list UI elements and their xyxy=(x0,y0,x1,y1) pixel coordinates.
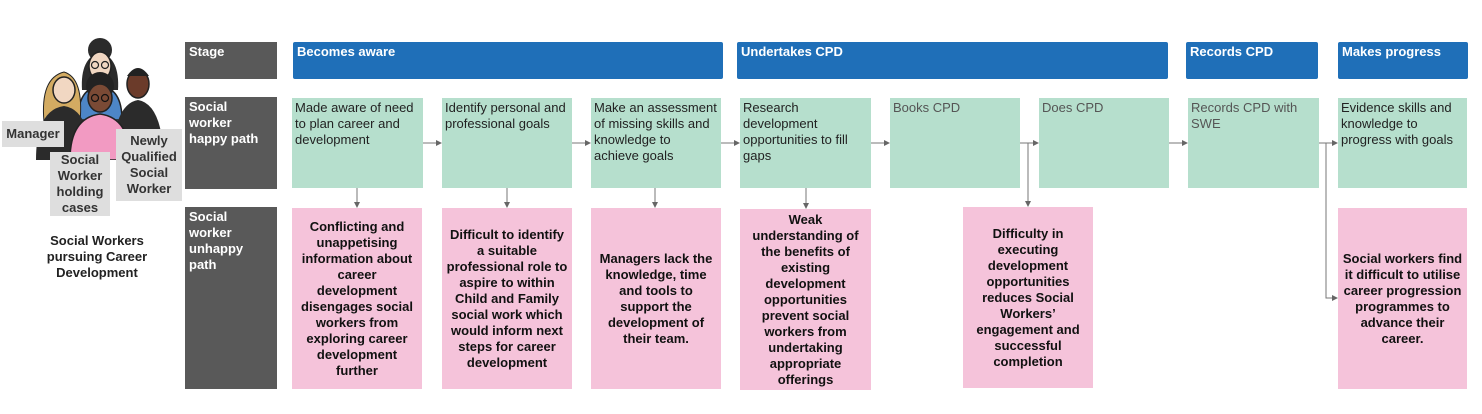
row-header-unhappy-path: Social worker unhappy path xyxy=(185,207,277,389)
happy-step-identify-goals: Identify personal and professional goals xyxy=(442,98,572,188)
happy-step-records-cpd: Records CPD with SWE xyxy=(1188,98,1319,188)
personas-caption: Social Workers pursuing Career Developme… xyxy=(46,233,148,280)
unhappy-progression-programmes: Social workers find it difficult to util… xyxy=(1338,208,1467,389)
stage-records-cpd: Records CPD xyxy=(1186,42,1318,79)
happy-step-research: Research development opportunities to fi… xyxy=(740,98,871,188)
persona-tag-nqsw: Newly Qualified Social Worker xyxy=(116,129,182,201)
unhappy-weak-understanding: Weak understanding of the benefits of ex… xyxy=(740,209,871,390)
happy-step-make-assessment: Make an assessment of missing skills and… xyxy=(591,98,721,188)
unhappy-managers-lack: Managers lack the knowledge, time and to… xyxy=(591,208,721,389)
happy-step-does-cpd: Does CPD xyxy=(1039,98,1169,188)
unhappy-difficulty-executing: Difficulty in executing development oppo… xyxy=(963,207,1093,388)
row-header-stage: Stage xyxy=(185,42,277,79)
happy-step-evidence: Evidence skills and knowledge to progres… xyxy=(1338,98,1467,188)
unhappy-difficult-role: Difficult to identify a suitable profess… xyxy=(442,208,572,389)
unhappy-conflicting-info: Conflicting and unappetising information… xyxy=(292,208,422,389)
persona-tag-social-worker: Social Worker holding cases xyxy=(50,152,110,216)
arrow-down-programmes xyxy=(1325,143,1338,301)
happy-step-books-cpd: Books CPD xyxy=(890,98,1020,188)
stage-undertakes-cpd: Undertakes CPD xyxy=(737,42,1168,79)
row-header-happy-path: Social worker happy path xyxy=(185,97,277,189)
stage-becomes-aware: Becomes aware xyxy=(293,42,723,79)
stage-makes-progress: Makes progress xyxy=(1338,42,1468,79)
happy-step-made-aware: Made aware of need to plan career and de… xyxy=(292,98,423,188)
persona-tag-manager: Manager xyxy=(2,121,64,147)
